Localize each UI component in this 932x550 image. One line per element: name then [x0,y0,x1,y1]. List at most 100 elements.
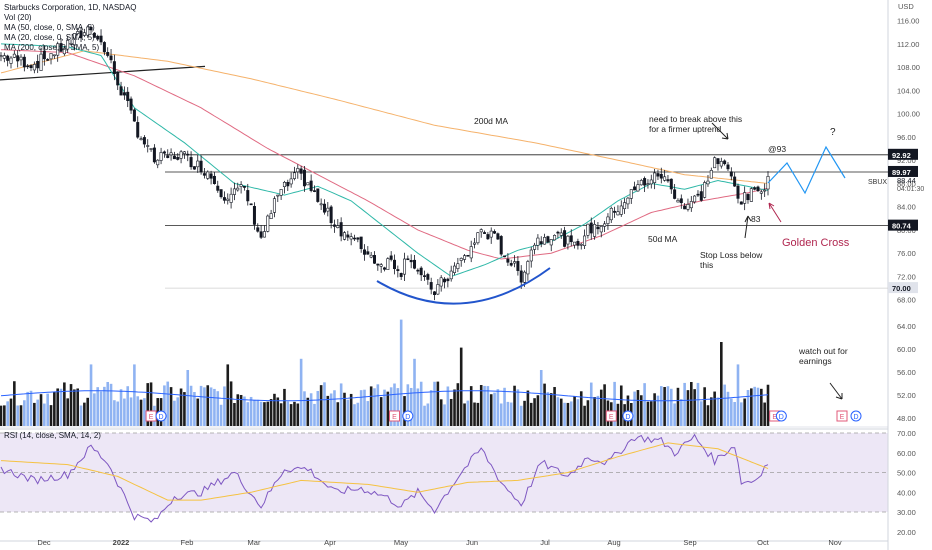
candle [526,261,530,275]
candle [696,193,700,196]
legend-title[interactable]: Starbucks Corporation, 1D, NASDAQ [4,3,137,12]
volume-bar [409,387,413,426]
price-tick: 48.00 [897,414,916,423]
volume-bar [593,397,596,426]
earnings-marker [389,410,401,422]
legend-ma200[interactable]: MA (200, close, 0, SMA, 5) [4,43,100,52]
volume-bar [59,388,63,426]
candle [192,166,196,170]
volume-bar [229,381,233,426]
candle [563,230,567,247]
candle [256,227,260,232]
candle [99,35,103,43]
volume-bar [53,391,56,426]
volume-bar [66,398,69,426]
rsi-legend[interactable]: RSI (14, close, SMA, 14, 2) [4,431,101,440]
candle [549,239,553,246]
candle [79,30,83,38]
candle [66,40,70,50]
volume-bar [723,384,726,426]
volume-bar [223,386,226,426]
volume-bar [259,401,263,426]
volume-bar [9,398,13,426]
candle [543,237,547,245]
volume-bar [406,384,410,426]
volume-bar [366,401,370,426]
candle [259,231,263,238]
candle [669,178,673,190]
golden-cross-annotation: Golden Cross [782,237,850,249]
candle [456,263,460,269]
candle [653,172,657,183]
volume-bar [329,393,333,426]
candle [92,32,96,38]
break-arrow [711,122,729,140]
candle [229,193,233,203]
volume-bar [186,370,190,426]
volume-bar [423,405,426,426]
candle [269,213,273,219]
volume-bar [26,391,29,426]
time-tick: Sep [683,538,696,547]
volume-bar [499,403,503,426]
price-label: 70.00 [892,284,911,293]
volume-bar [476,402,480,426]
candle [493,231,497,234]
legend-ma20[interactable]: MA (20, close, 0, SMA, 5) [4,33,95,42]
candle [349,236,353,240]
volume-bar [183,392,186,426]
candle [713,157,717,169]
candle [439,277,443,287]
volume-bar [233,403,236,426]
volume-bar [196,398,200,426]
volume-bar [386,391,390,426]
candle [569,235,573,243]
volume-bar [116,401,120,426]
candle [663,176,667,181]
candle [759,191,763,194]
candle [329,206,333,224]
volume-ma-line [0,390,769,402]
legend-ma50[interactable]: MA (50, close, 0, SMA, 5) [4,23,95,32]
candle [332,224,336,227]
candle [419,267,423,276]
volume-bar [279,403,283,426]
time-tick: May [394,538,408,547]
candle [579,243,583,246]
price-tick: 68.00 [897,296,916,305]
candle [352,237,356,240]
volume-bar [389,387,393,426]
earnings-label: E [392,414,397,421]
volume-bar [49,405,53,426]
volume-bar [129,397,133,426]
candle [382,267,386,270]
candle [529,249,533,262]
volume-bar [740,402,743,426]
volume-bar [83,402,86,426]
candle [453,265,457,273]
volume-bar [489,394,493,426]
volume-bar [526,390,530,426]
candle [166,155,170,158]
volume-bar [573,396,576,426]
time-tick: Feb [181,538,194,547]
volume-bar [676,387,680,426]
legend-vol[interactable]: Vol (20) [4,13,32,22]
volume-bar [206,385,210,426]
price-tick: 72.00 [897,272,916,281]
candle [6,55,10,61]
candle [746,194,750,201]
candle [659,173,663,179]
candle [393,259,397,270]
time-tick: Aug [607,538,620,547]
volume-bar [399,319,403,426]
candle [179,151,183,159]
trendline [0,65,206,81]
price-tick: 84.00 [897,203,916,212]
candle [519,270,523,283]
volume-bar [359,390,363,426]
candle [649,179,653,185]
volume-bar [343,392,346,426]
candle [129,98,133,111]
